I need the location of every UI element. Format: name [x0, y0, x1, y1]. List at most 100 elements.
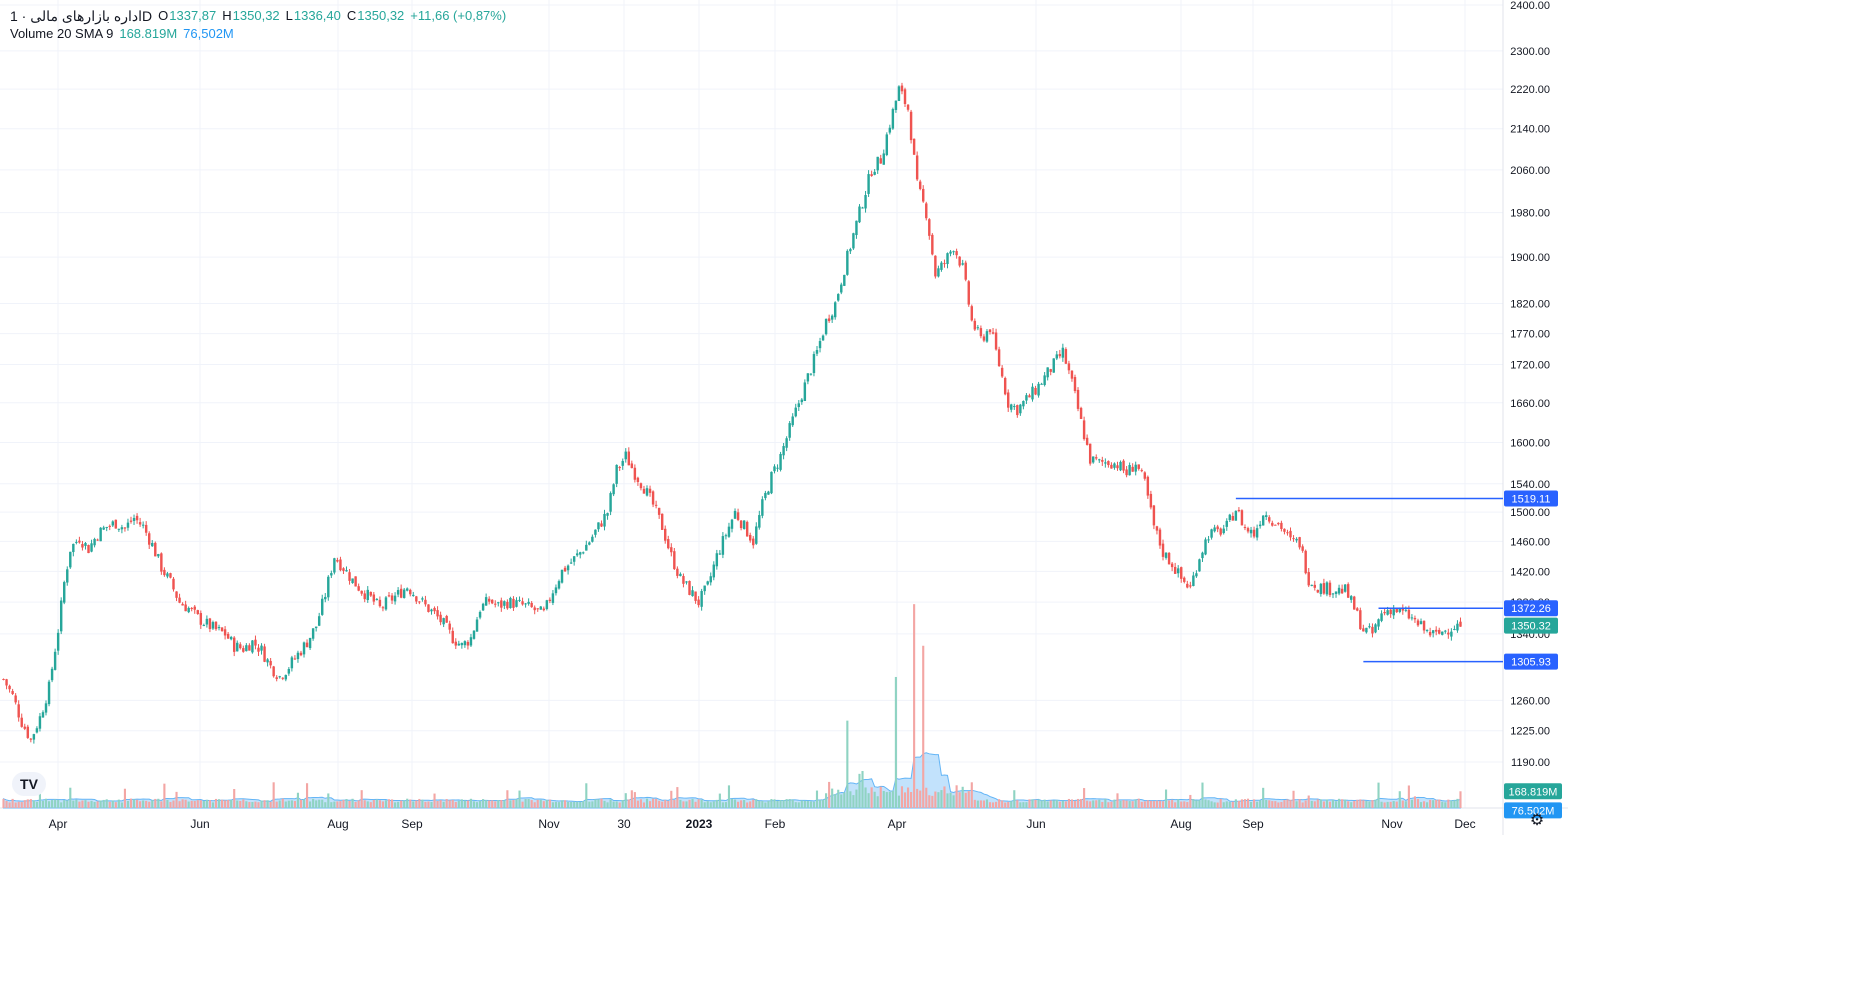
- candle-body: [302, 642, 306, 655]
- volume-bar: [299, 799, 303, 808]
- candle-body: [830, 315, 834, 320]
- candle-body: [90, 543, 93, 552]
- volume-badge-label: 168.819M: [1509, 786, 1558, 798]
- candle-body: [770, 471, 773, 494]
- candle-body: [336, 560, 339, 562]
- candle-body: [912, 138, 916, 155]
- candle-body: [1243, 527, 1247, 529]
- gear-icon[interactable]: ⚙: [1529, 812, 1545, 829]
- volume-bar: [567, 801, 570, 808]
- candle-body: [384, 597, 388, 610]
- candle-body: [724, 535, 728, 537]
- candle-body: [1292, 538, 1295, 540]
- volume-bar: [509, 800, 512, 808]
- candle-body: [436, 610, 439, 617]
- volume-bar: [746, 802, 749, 808]
- candle-body: [1271, 522, 1274, 526]
- candle-body: [345, 570, 348, 572]
- candle-body: [172, 578, 175, 590]
- volume-bar: [296, 792, 300, 808]
- candle-body: [38, 716, 42, 729]
- x-tick-label: Jun: [1026, 817, 1045, 831]
- volume-bar: [852, 795, 855, 808]
- candle-body: [654, 504, 658, 506]
- candle-body: [226, 633, 230, 639]
- candle-body: [1398, 608, 1401, 612]
- candle-body: [773, 466, 776, 472]
- symbol-title[interactable]: اداره بازارهای مالی · 1D: [10, 8, 153, 24]
- candle-body: [305, 642, 309, 648]
- volume-bar: [312, 798, 315, 808]
- candle-body: [53, 651, 57, 670]
- level-badge-label: 1519.11: [1512, 494, 1551, 506]
- candle-body: [515, 600, 518, 607]
- volume-bar: [727, 785, 731, 808]
- sma-badge: [1504, 802, 1562, 819]
- candle-body: [242, 648, 245, 652]
- candle-body: [730, 519, 734, 529]
- volume-bar: [1359, 799, 1362, 808]
- candle-body: [245, 645, 248, 652]
- candle-body: [1222, 528, 1225, 534]
- volume-bar: [588, 801, 591, 808]
- candle-body: [32, 734, 36, 740]
- candle-body: [873, 171, 876, 175]
- volume-bar: [500, 799, 503, 808]
- candle-body: [478, 611, 482, 618]
- volume-bar: [1010, 801, 1013, 808]
- volume-bar: [1061, 800, 1064, 808]
- volume-bar: [430, 801, 433, 808]
- volume-bar: [129, 798, 133, 808]
- volume-bar: [1086, 800, 1089, 808]
- volume-bar: [1447, 799, 1450, 808]
- candle-body: [563, 567, 567, 572]
- candle-body: [1365, 627, 1368, 633]
- volume-bar: [1146, 800, 1149, 808]
- volume-bar: [721, 802, 724, 808]
- volume-bar: [17, 801, 20, 808]
- volume-bar: [882, 790, 885, 808]
- candle-body: [521, 601, 524, 605]
- candle-body: [1334, 591, 1338, 594]
- candle-body: [472, 630, 476, 639]
- candle-body: [20, 717, 23, 727]
- volume-bar: [876, 796, 879, 808]
- volume-bar: [87, 801, 90, 808]
- candle-body: [1359, 610, 1362, 630]
- tradingview-logo[interactable]: TV: [12, 772, 46, 796]
- candle-body: [1195, 573, 1198, 577]
- x-tick-label: Nov: [1381, 817, 1402, 831]
- volume-bar: [1459, 791, 1462, 808]
- candle-body: [1113, 463, 1116, 468]
- candle-body: [1082, 420, 1086, 440]
- volume-bar: [679, 799, 682, 808]
- candle-body: [1322, 583, 1326, 594]
- volume-bar: [120, 802, 123, 808]
- candle-body: [1149, 493, 1153, 508]
- volume-bar: [1128, 801, 1131, 808]
- candle-body: [1319, 583, 1323, 595]
- volume-bar: [946, 793, 949, 808]
- candle-body: [843, 274, 846, 286]
- candle-body: [23, 726, 26, 729]
- candle-body: [424, 599, 427, 605]
- volume-bar: [998, 799, 1001, 808]
- candle-body: [372, 594, 376, 602]
- volume-bar: [1304, 800, 1307, 808]
- volume-bar: [257, 802, 260, 808]
- candle-body: [333, 558, 336, 573]
- candle-body: [1362, 628, 1365, 632]
- volume-bar: [648, 801, 652, 808]
- volume-bar: [78, 801, 81, 808]
- candle-body: [1158, 529, 1162, 546]
- price-chart[interactable]: 2400.00 2300.00 2220.00 2140.00 2060.00 1980.…: [0, 0, 1568, 835]
- candle-body: [263, 646, 266, 662]
- candle-body: [457, 643, 461, 646]
- candle-body: [418, 601, 421, 603]
- candle-body: [105, 526, 108, 528]
- volume-bar: [943, 786, 946, 808]
- candle-body: [451, 630, 454, 644]
- volume-indicator-label[interactable]: Volume 20 SMA 9: [10, 26, 114, 41]
- volume-bar: [1095, 800, 1098, 808]
- volume-bar: [761, 801, 764, 808]
